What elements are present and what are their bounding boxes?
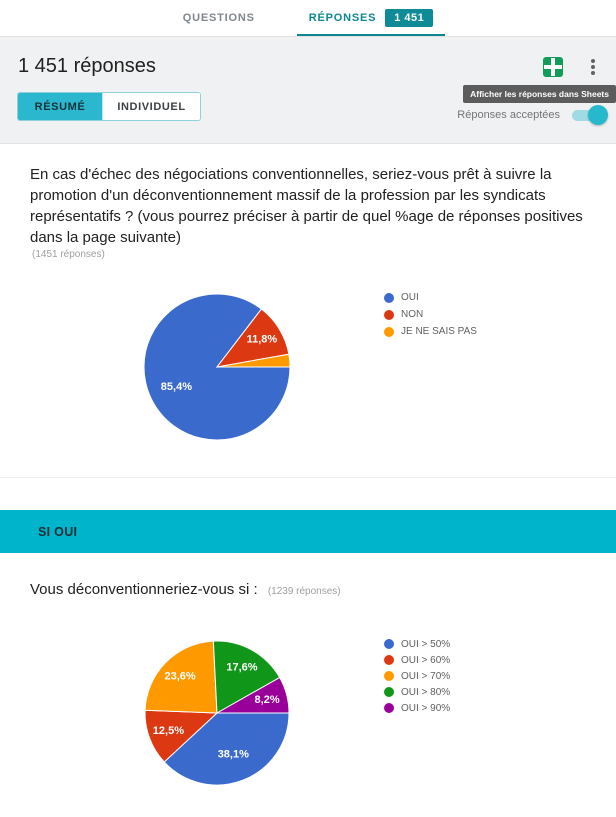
legend-label: OUI > 60% <box>401 654 451 666</box>
toggle-knob <box>588 105 608 125</box>
tab-reponses-label: RÉPONSES <box>308 12 377 24</box>
legend-color-dot-icon <box>384 639 394 649</box>
create-spreadsheet-button[interactable] <box>542 56 564 78</box>
legend-item: OUI > 60% <box>384 652 450 668</box>
more-options-button[interactable] <box>583 56 603 78</box>
section-banner: SI OUI <box>0 510 616 553</box>
individuel-button[interactable]: INDIVIDUEL <box>102 93 200 120</box>
legend-item: OUI > 50% <box>384 636 450 652</box>
pie-chart-question-2: 38,1% 12,5% 23,6% 17,6% 8,2% <box>144 640 290 786</box>
pie-slice-oui-70- <box>144 640 218 714</box>
pie-slice-je-ne-sais-pas <box>216 353 291 368</box>
create-spreadsheet-icon <box>543 57 563 77</box>
legend-label: OUI > 90% <box>401 702 451 714</box>
question-1-response-count: (1451 réponses) <box>32 249 105 260</box>
legend-item: OUI > 90% <box>384 700 450 716</box>
accepting-responses-row: Réponses acceptées <box>457 105 608 125</box>
sheets-tooltip: Afficher les réponses dans Sheets <box>463 85 616 103</box>
legend-label: OUI > 70% <box>401 670 451 682</box>
legend-color-dot-icon <box>384 309 394 320</box>
question-2-line: Vous déconventionneriez-vous si : (1239 … <box>30 581 341 598</box>
legend-color-dot-icon <box>384 671 394 681</box>
tab-reponses[interactable]: RÉPONSES 1 451 <box>296 0 446 36</box>
responses-header: 1 451 réponses RÉSUMÉ INDIVIDUEL Affiche… <box>0 37 616 144</box>
tab-bar: QUESTIONS RÉPONSES 1 451 <box>0 0 616 37</box>
pie-slice-oui-90- <box>215 676 290 714</box>
question-2-text: Vous déconventionneriez-vous si : <box>30 581 258 598</box>
legend-color-dot-icon <box>384 703 394 713</box>
pie-slice-value-label: 85,4% <box>161 381 192 393</box>
legend-item: OUI > 80% <box>384 684 450 700</box>
pie-slice-oui-50- <box>163 712 290 786</box>
legend-item: NON <box>384 306 477 323</box>
legend-item: OUI <box>384 289 477 306</box>
pie-chart-2-legend: OUI > 50% OUI > 60% OUI > 70% OUI > 80% OUI … <box>384 636 450 716</box>
legend-color-dot-icon <box>384 687 394 697</box>
pie-slice-value-label: 12,5% <box>153 725 184 737</box>
legend-color-dot-icon <box>384 655 394 665</box>
accepting-responses-toggle[interactable] <box>572 105 608 125</box>
responses-count-badge: 1 451 <box>385 9 434 27</box>
view-switcher: RÉSUMÉ INDIVIDUEL <box>18 93 200 120</box>
legend-label: OUI > 80% <box>401 686 451 698</box>
accepting-responses-label: Réponses acceptées <box>457 109 560 121</box>
legend-color-dot-icon <box>384 326 394 337</box>
question-1-text: En cas d'échec des négociations conventi… <box>30 166 583 246</box>
section-banner-label: SI OUI <box>38 524 78 539</box>
resume-button[interactable]: RÉSUMÉ <box>18 93 102 120</box>
legend-label: NON <box>401 309 424 320</box>
tab-questions-label: QUESTIONS <box>182 12 255 24</box>
legend-label: JE NE SAIS PAS <box>401 326 477 337</box>
legend-item: OUI > 70% <box>384 668 450 684</box>
question-2-response-count: (1239 réponses) <box>267 586 341 597</box>
pie-slice-value-label: 8,2% <box>255 694 280 706</box>
kebab-menu-icon <box>591 59 595 63</box>
pie-slice-value-label: 17,6% <box>226 662 257 674</box>
legend-color-dot-icon <box>384 292 394 303</box>
legend-label: OUI <box>401 292 419 303</box>
pie-slice-value-label: 11,8% <box>247 334 278 346</box>
page-title: 1 451 réponses <box>18 55 156 77</box>
card-divider <box>0 477 616 478</box>
pie-chart-1-legend: OUI NON JE NE SAIS PAS <box>384 289 477 340</box>
legend-label: OUI > 50% <box>401 638 451 650</box>
tab-questions[interactable]: QUESTIONS <box>171 0 267 36</box>
pie-slice-value-label: 23,6% <box>164 671 195 683</box>
legend-item: JE NE SAIS PAS <box>384 323 477 340</box>
pie-slice-value-label: 38,1% <box>218 749 249 761</box>
pie-slice-oui-80- <box>212 640 281 714</box>
pie-chart-question-1: 85,4% 11,8% <box>143 293 291 441</box>
